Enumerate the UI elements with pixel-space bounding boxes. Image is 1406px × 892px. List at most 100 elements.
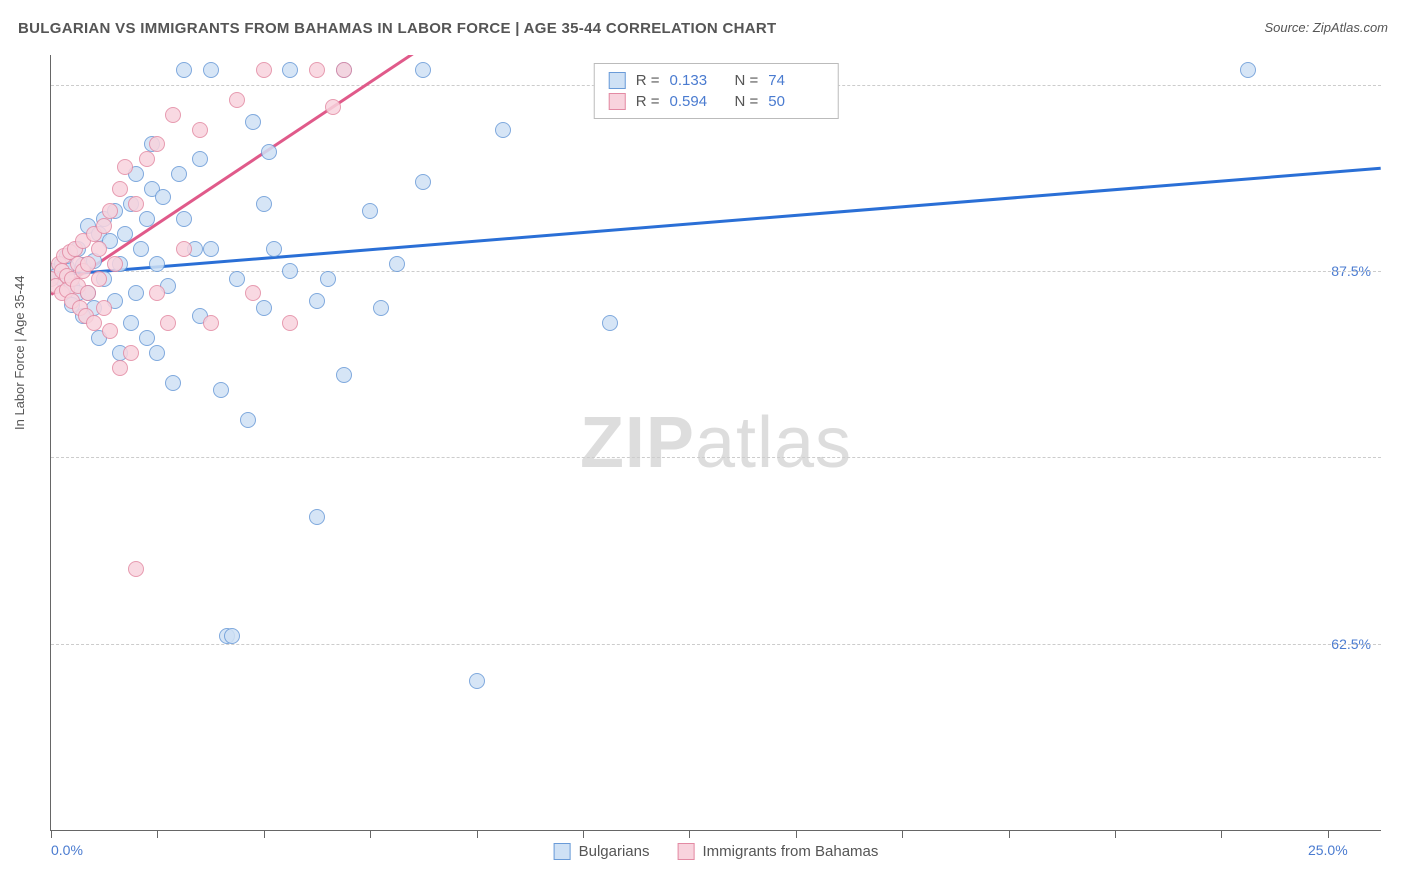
data-point	[176, 211, 192, 227]
data-point	[96, 218, 112, 234]
data-point	[266, 241, 282, 257]
r-value: 0.594	[670, 93, 725, 110]
data-point	[149, 256, 165, 272]
x-tick	[902, 830, 903, 838]
legend-series-label: Bulgarians	[579, 843, 650, 860]
legend-stat-row: R = 0.133 N = 74	[609, 70, 824, 91]
data-point	[256, 196, 272, 212]
data-point	[192, 151, 208, 167]
x-tick	[51, 830, 52, 838]
series-legend: Bulgarians Immigrants from Bahamas	[554, 843, 879, 860]
data-point	[495, 122, 511, 138]
x-tick	[796, 830, 797, 838]
chart-title: BULGARIAN VS IMMIGRANTS FROM BAHAMAS IN …	[18, 20, 777, 37]
data-point	[123, 315, 139, 331]
data-point	[336, 367, 352, 383]
data-point	[139, 330, 155, 346]
x-tick	[370, 830, 371, 838]
data-point	[96, 300, 112, 316]
data-point	[149, 136, 165, 152]
legend-series-item: Immigrants from Bahamas	[678, 843, 879, 860]
r-value: 0.133	[670, 72, 725, 89]
r-label: R =	[636, 93, 660, 110]
x-tick	[1115, 830, 1116, 838]
data-point	[362, 203, 378, 219]
data-point	[224, 628, 240, 644]
data-point	[139, 151, 155, 167]
r-label: R =	[636, 72, 660, 89]
y-axis-label: In Labor Force | Age 35-44	[12, 276, 27, 430]
data-point	[139, 211, 155, 227]
data-point	[102, 323, 118, 339]
data-point	[320, 271, 336, 287]
x-tick	[689, 830, 690, 838]
x-tick	[583, 830, 584, 838]
data-point	[309, 509, 325, 525]
x-tick	[477, 830, 478, 838]
data-point	[602, 315, 618, 331]
data-point	[203, 241, 219, 257]
data-point	[229, 271, 245, 287]
x-tick	[1221, 830, 1222, 838]
data-point	[1240, 62, 1256, 78]
data-point	[309, 293, 325, 309]
data-point	[117, 159, 133, 175]
data-point	[133, 241, 149, 257]
n-label: N =	[735, 72, 759, 89]
data-point	[282, 315, 298, 331]
data-point	[469, 673, 485, 689]
data-point	[149, 285, 165, 301]
data-point	[155, 189, 171, 205]
legend-stat-row: R =0.594N =50	[609, 91, 824, 112]
data-point	[203, 315, 219, 331]
legend-series-item: Bulgarians	[554, 843, 650, 860]
data-point	[256, 62, 272, 78]
data-point	[373, 300, 389, 316]
data-point	[107, 256, 123, 272]
x-tick-label: 25.0%	[1308, 842, 1348, 858]
legend-series-label: Immigrants from Bahamas	[703, 843, 879, 860]
data-point	[165, 107, 181, 123]
data-point	[240, 412, 256, 428]
legend-swatch	[678, 843, 695, 860]
data-point	[213, 382, 229, 398]
data-point	[245, 114, 261, 130]
data-point	[102, 203, 118, 219]
legend-swatch	[609, 93, 626, 110]
data-point	[192, 122, 208, 138]
data-point	[415, 174, 431, 190]
data-point	[309, 62, 325, 78]
x-tick	[1328, 830, 1329, 838]
data-point	[245, 285, 261, 301]
data-point	[261, 144, 277, 160]
data-point	[229, 92, 245, 108]
data-point	[128, 196, 144, 212]
n-value: 74	[768, 72, 823, 89]
chart-plot-area: ZIPatlas R =0.133N =74R =0.594N =50 Bulg…	[50, 55, 1381, 831]
data-point	[203, 62, 219, 78]
data-point	[282, 62, 298, 78]
data-point	[160, 315, 176, 331]
data-point	[86, 315, 102, 331]
legend-swatch	[609, 72, 626, 89]
data-point	[112, 360, 128, 376]
x-tick	[157, 830, 158, 838]
data-point	[389, 256, 405, 272]
data-point	[123, 345, 139, 361]
x-tick-label: 0.0%	[51, 842, 83, 858]
legend-swatch	[554, 843, 571, 860]
data-point	[165, 375, 181, 391]
data-point	[171, 166, 187, 182]
data-point	[325, 99, 341, 115]
x-tick	[1009, 830, 1010, 838]
data-point	[91, 241, 107, 257]
stats-legend: R =0.133N =74R =0.594N =50	[594, 63, 839, 119]
data-point	[176, 241, 192, 257]
data-point	[336, 62, 352, 78]
n-value: 50	[768, 93, 823, 110]
x-tick	[264, 830, 265, 838]
data-point	[117, 226, 133, 242]
data-point	[415, 62, 431, 78]
data-point	[112, 181, 128, 197]
data-point	[80, 256, 96, 272]
